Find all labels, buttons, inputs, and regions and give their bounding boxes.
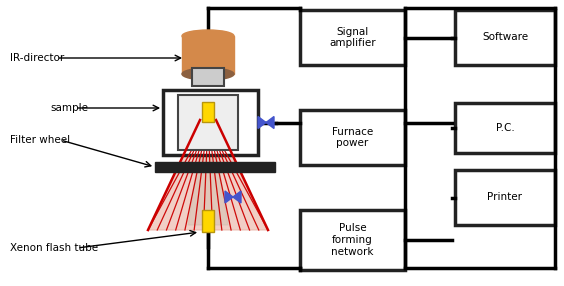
Text: sample: sample [50, 103, 88, 113]
Bar [300, 210, 405, 270]
Bar [455, 10, 555, 65]
Bar [202, 210, 214, 232]
Text: Pulse
forming
network: Pulse forming network [331, 223, 374, 257]
Text: Signal
amplifier: Signal amplifier [329, 27, 376, 48]
Text: Printer: Printer [487, 192, 522, 202]
Text: Software: Software [482, 33, 528, 43]
Bar [300, 110, 405, 165]
Text: Filter wheel: Filter wheel [10, 135, 70, 145]
Polygon shape [148, 120, 268, 230]
Ellipse shape [182, 68, 234, 80]
Bar [163, 90, 258, 155]
Bar [182, 36, 234, 74]
Ellipse shape [182, 30, 234, 42]
Text: P.C.: P.C. [496, 123, 514, 133]
Text: Furnace
power: Furnace power [332, 127, 373, 148]
Bar [455, 170, 555, 225]
Polygon shape [225, 191, 241, 203]
Bar [300, 10, 405, 65]
Text: IR-director: IR-director [10, 53, 64, 63]
Polygon shape [258, 116, 274, 128]
Bar [455, 103, 555, 153]
Polygon shape [188, 125, 228, 225]
Bar [192, 68, 224, 86]
Bar [202, 102, 214, 122]
Bar [155, 162, 275, 172]
Text: Xenon flash tube: Xenon flash tube [10, 243, 98, 253]
Bar [178, 95, 238, 150]
